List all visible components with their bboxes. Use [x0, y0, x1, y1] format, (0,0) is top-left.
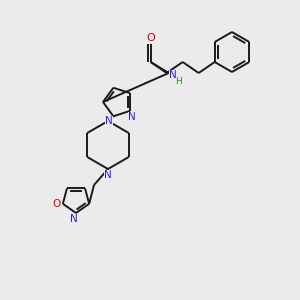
Text: N: N — [104, 170, 112, 180]
Text: N: N — [70, 214, 78, 224]
Text: N: N — [128, 112, 136, 122]
Text: N: N — [169, 70, 177, 80]
Text: O: O — [53, 199, 61, 209]
Text: H: H — [175, 77, 182, 86]
Text: N: N — [106, 116, 113, 126]
Text: O: O — [146, 33, 155, 43]
